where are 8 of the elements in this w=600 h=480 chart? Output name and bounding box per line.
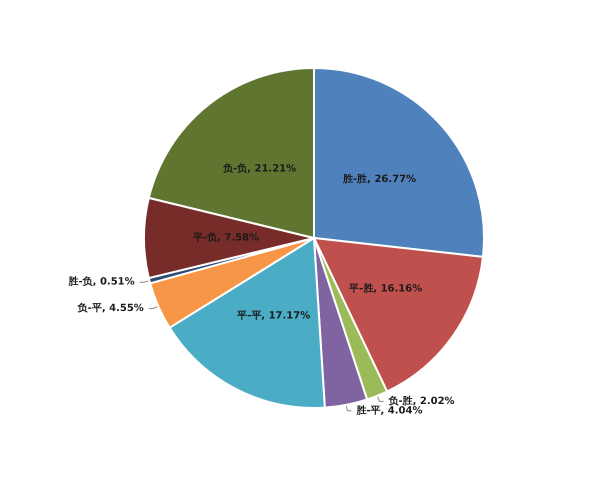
slice-label: 平-负, 7.58% — [192, 231, 260, 244]
slice-label: 胜-胜, 26.77% — [342, 172, 416, 185]
slice-label: 平-胜, 16.16% — [348, 282, 422, 295]
slice-label: 平-平, 17.17% — [236, 310, 310, 322]
slice-label: 胜-负, 0.51% — [68, 276, 135, 288]
slice-label: 负-胜, 2.02% — [387, 394, 455, 407]
slice-label: 负-负, 21.21% — [222, 162, 296, 174]
slice-label: 负-平, 4.55% — [76, 302, 144, 314]
